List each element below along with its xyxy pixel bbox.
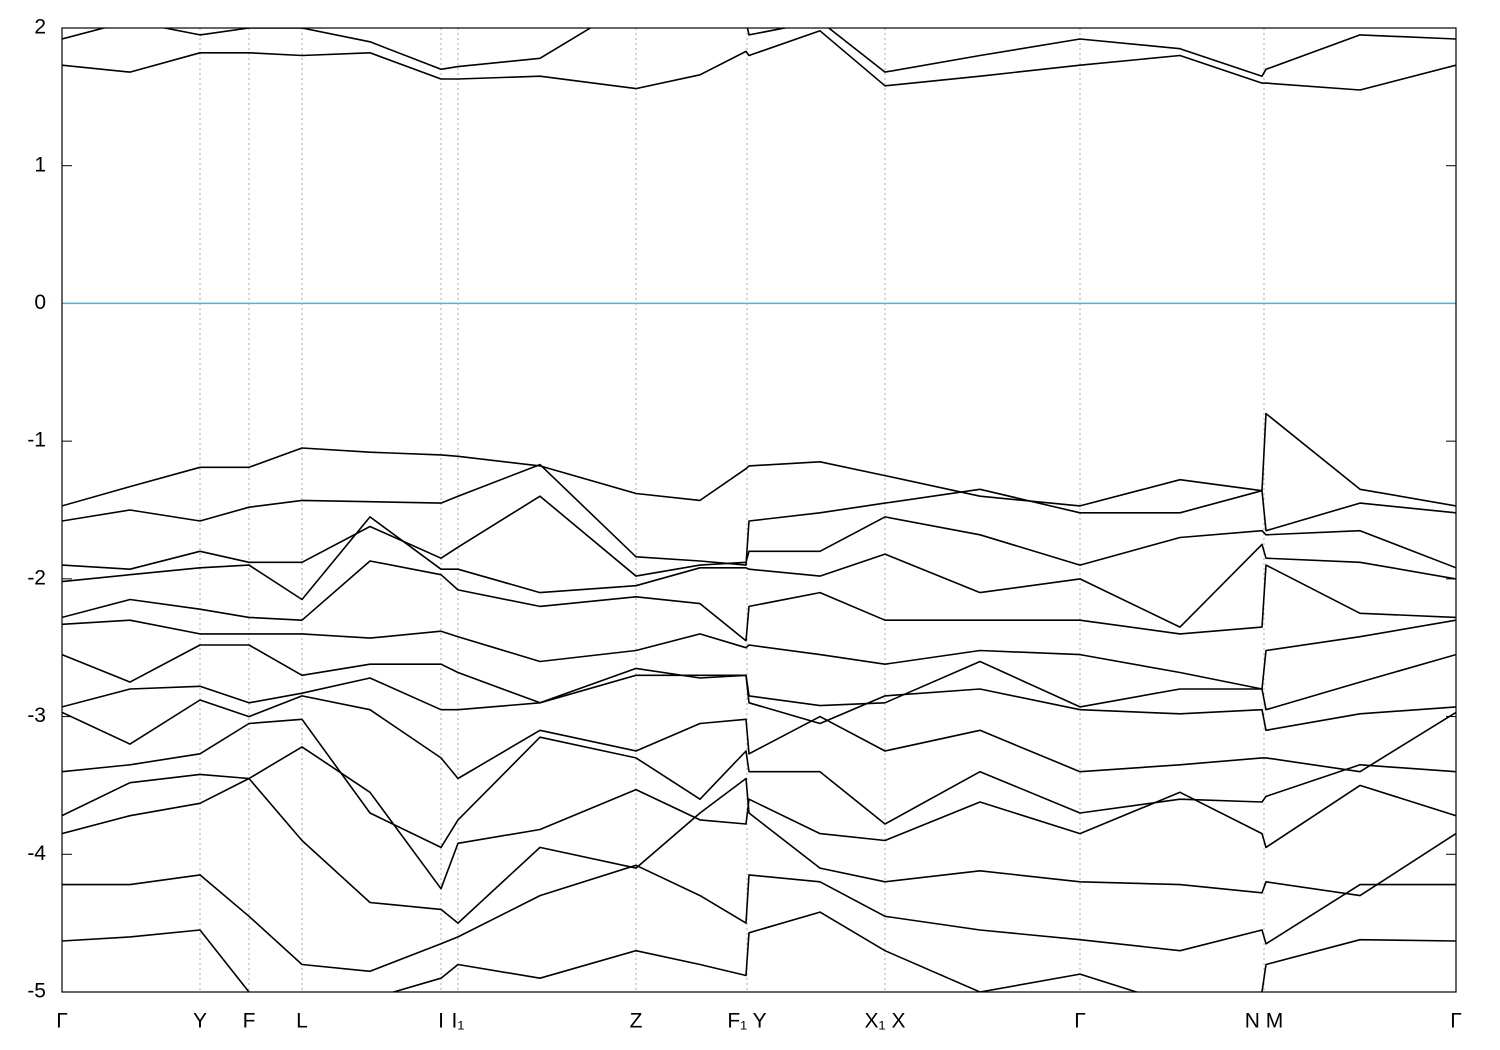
- band-line: [62, 777, 1456, 924]
- y-tick-label: 2: [34, 16, 46, 39]
- x-tick-label: I: [438, 1010, 444, 1033]
- band-line: [62, 30, 1456, 91]
- x-tick-label: Γ: [1074, 1010, 1086, 1033]
- y-tick-label: -1: [27, 429, 46, 452]
- bands: [62, 28, 1456, 992]
- x-tick-label: Γ: [1450, 1010, 1462, 1033]
- band-line: [62, 619, 1456, 690]
- x-tick-label: Z: [630, 1010, 643, 1033]
- band-line: [62, 495, 1456, 577]
- y-tick-label: 1: [34, 153, 46, 176]
- x-tick-label: Y: [193, 1010, 207, 1033]
- band-line: [62, 28, 1456, 77]
- y-tick-label: -3: [27, 704, 46, 727]
- x-tick-label: X₁ X: [865, 1010, 906, 1033]
- x-tick-label: F₁ Y: [727, 1010, 766, 1033]
- band-line: [62, 560, 1456, 642]
- x-tick-label: I₁: [452, 1010, 465, 1033]
- band-line: [62, 412, 1456, 507]
- y-tick-label: -5: [27, 980, 46, 1003]
- band-line: [62, 516, 1456, 628]
- band-line: [62, 746, 1456, 890]
- band-line: [62, 718, 1456, 849]
- x-tick-label: N M: [1245, 1010, 1284, 1033]
- band-line: [62, 864, 1456, 973]
- band-line: [62, 911, 1456, 992]
- x-tick-label: F: [243, 1010, 256, 1033]
- band-line: [62, 674, 1456, 732]
- y-tick-label: -2: [27, 566, 46, 589]
- plot-frame: [61, 27, 1457, 993]
- band-line: [62, 695, 1456, 780]
- band-line: [62, 644, 1456, 711]
- y-tick-label: -4: [27, 842, 46, 865]
- x-tick-label: L: [296, 1010, 308, 1033]
- x-tick-label: Γ: [56, 1010, 68, 1033]
- y-tick-label: 0: [34, 291, 46, 314]
